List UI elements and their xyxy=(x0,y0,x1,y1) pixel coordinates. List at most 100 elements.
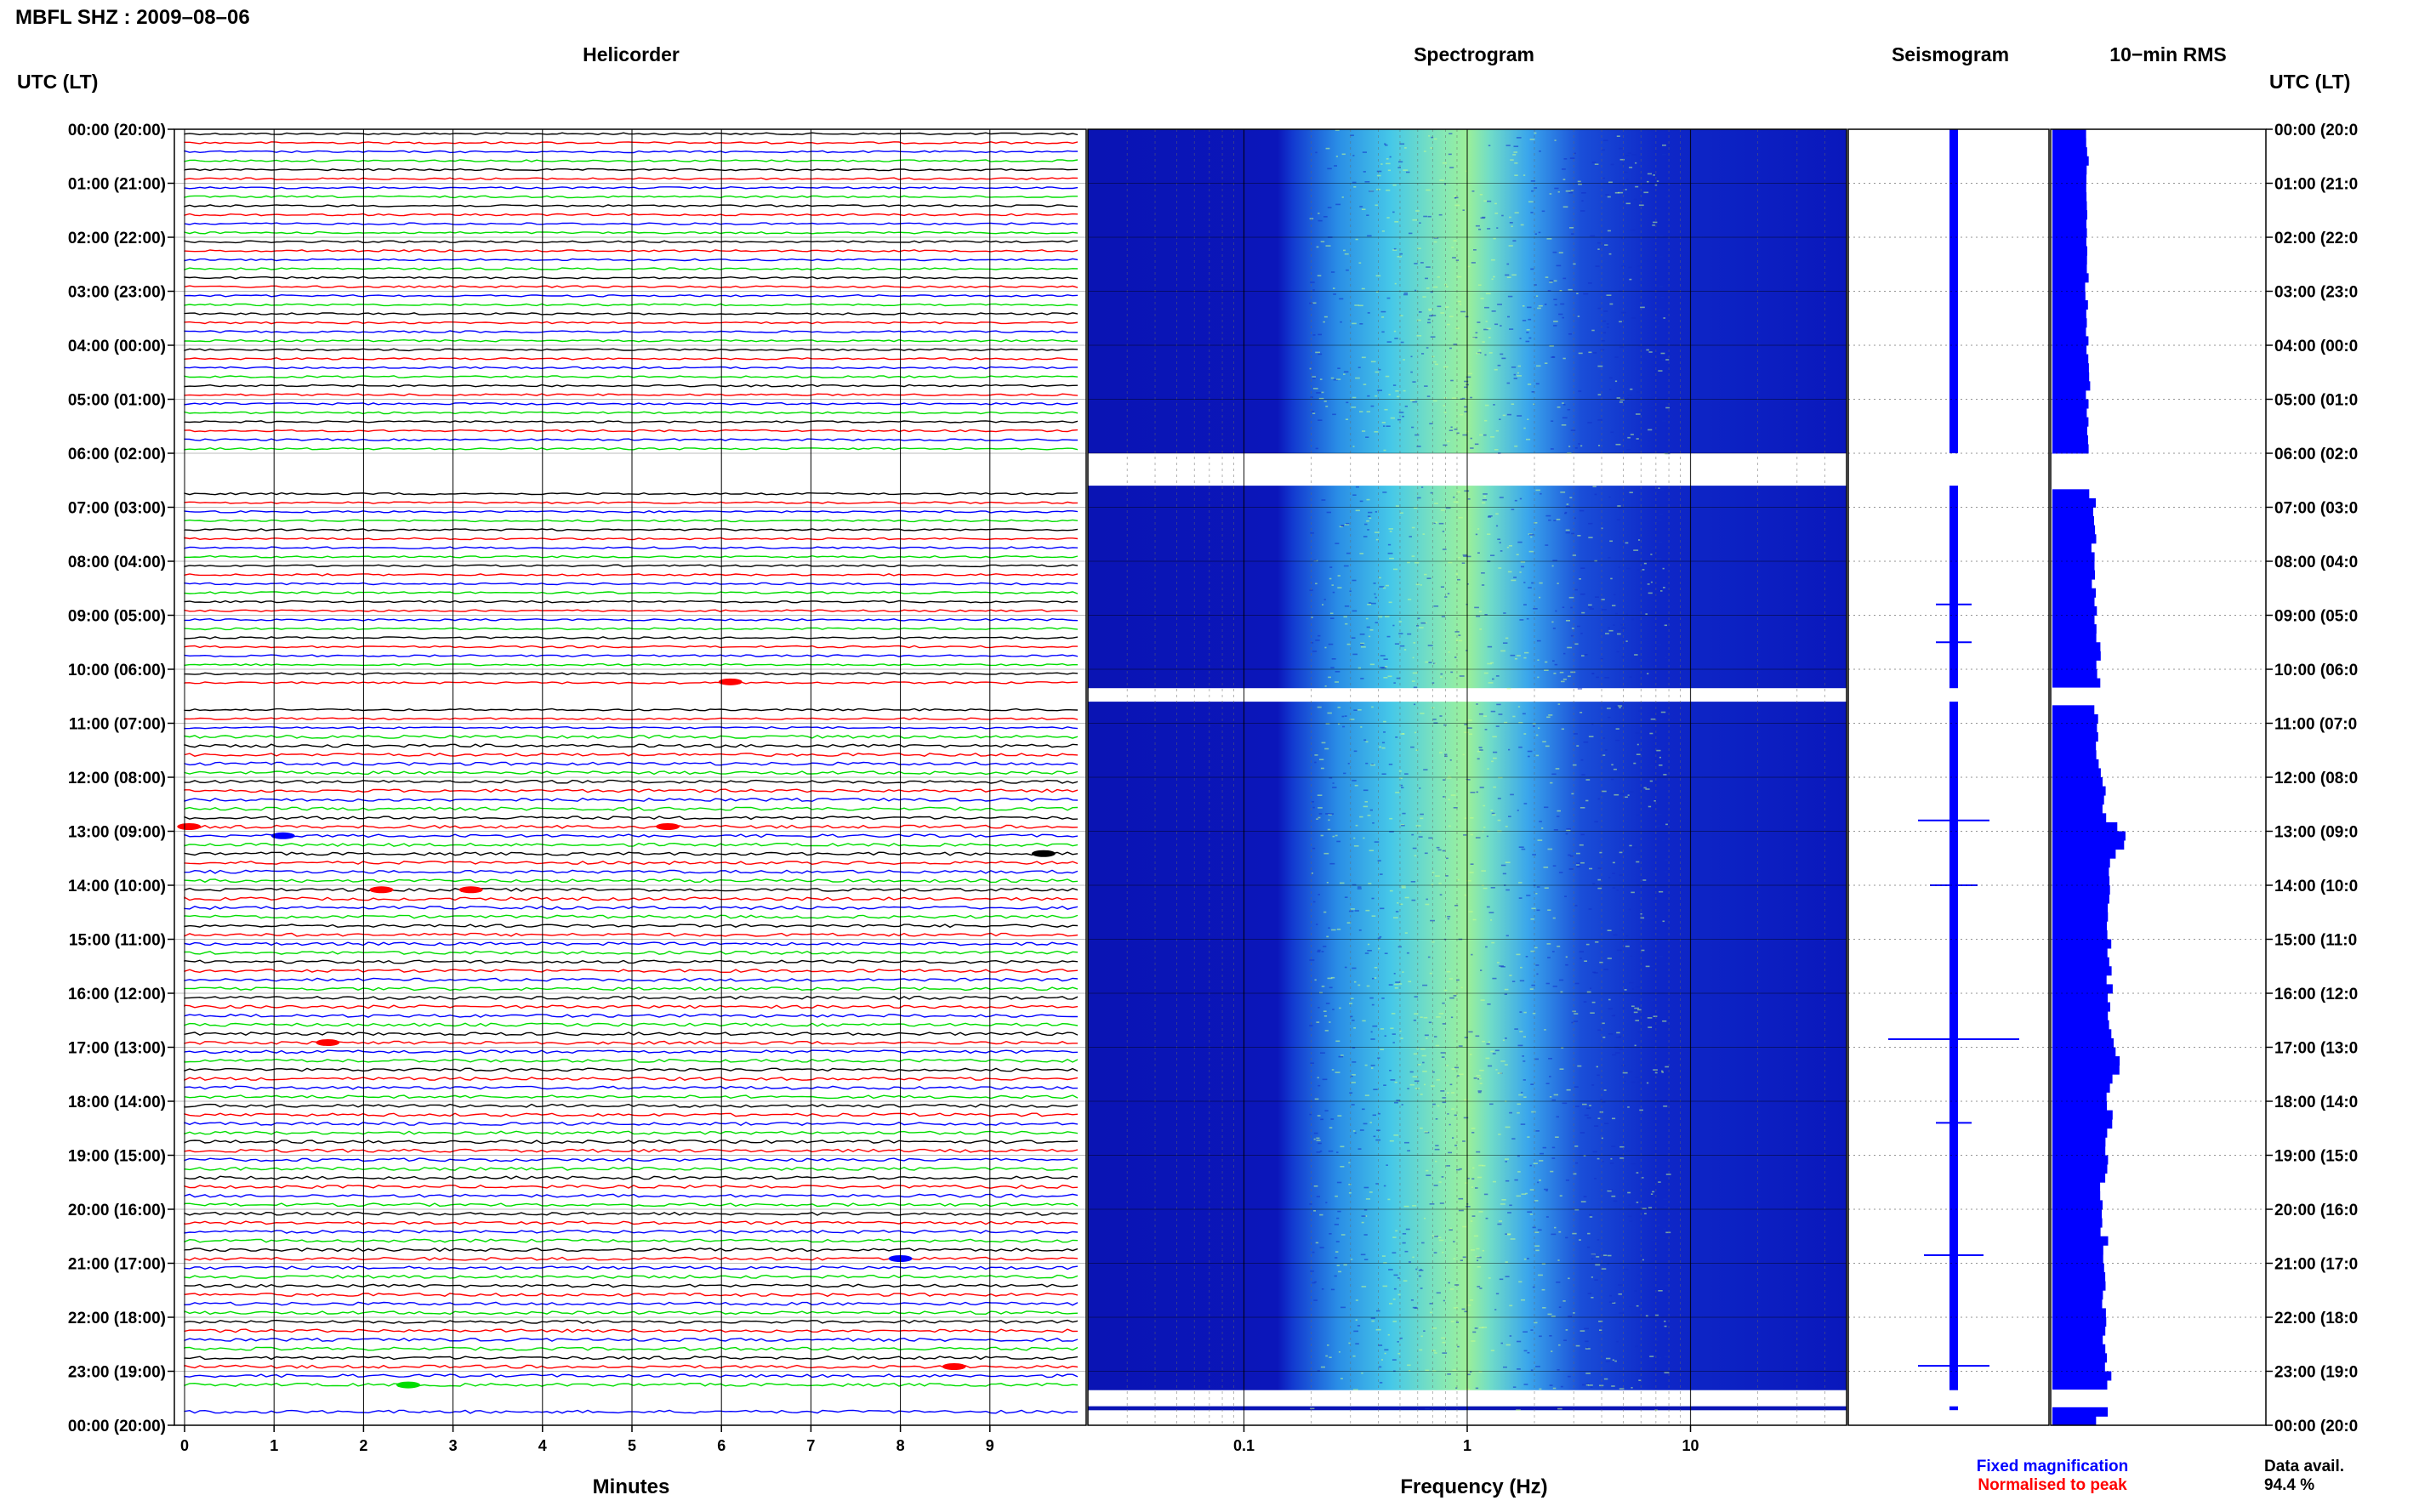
spectrogram-speckle xyxy=(1442,1352,1448,1354)
spectrogram-speckle xyxy=(1381,998,1385,999)
spectrogram-speckle xyxy=(1428,308,1432,310)
spectrogram-speckle xyxy=(1602,139,1608,141)
rms-bar xyxy=(2052,408,2087,418)
spectrogram-speckle xyxy=(1665,1231,1671,1234)
spectrogram-speckle xyxy=(1546,943,1551,945)
spectrogram-speckle xyxy=(1470,396,1472,399)
spectrogram-speckle xyxy=(1369,517,1372,520)
spectrogram-speckle xyxy=(1413,642,1416,644)
rms-bar xyxy=(2052,273,2089,283)
spectrogram-speckle xyxy=(1602,177,1605,179)
spectrogram-speckle xyxy=(1558,872,1563,873)
spectrogram-speckle xyxy=(1357,367,1361,368)
spectrogram-speckle xyxy=(1337,707,1341,708)
spectrogram-speckle xyxy=(1527,1351,1530,1354)
helicorder-trace xyxy=(184,492,1079,496)
spectrogram-speckle xyxy=(1511,274,1517,276)
spectrogram-speckle xyxy=(1309,589,1313,591)
spectrogram-speckle xyxy=(1487,200,1492,202)
rms-bar xyxy=(2052,858,2110,868)
spectrogram-speckle xyxy=(1435,1145,1439,1146)
spectrogram-speckle xyxy=(1473,1235,1478,1237)
spectrogram-speckle xyxy=(1435,1044,1440,1047)
helicorder-trace xyxy=(184,177,1079,181)
spectrogram-speckle xyxy=(1637,1031,1642,1033)
spectrogram-speckle xyxy=(1580,445,1583,447)
spectrogram-speckle xyxy=(1602,1254,1608,1256)
rms-bar xyxy=(2052,813,2107,823)
spectrogram-speckle xyxy=(1410,371,1413,373)
spectrogram-speckle xyxy=(1395,792,1400,793)
spectrogram-speckle xyxy=(1517,1111,1520,1114)
spectrogram-speckle xyxy=(1492,1180,1496,1183)
spectrogram-speckle xyxy=(1466,376,1471,378)
spectrogram-speckle xyxy=(1641,283,1643,285)
spectrogram-speckle xyxy=(1538,231,1541,234)
spectrogram-speckle xyxy=(1429,315,1433,317)
spectrogram-speckle xyxy=(1535,734,1539,736)
spectrogram-speckle xyxy=(1380,655,1386,657)
spectrogram-speckle xyxy=(1586,991,1591,993)
spectrogram-speckle xyxy=(1404,896,1409,899)
spectrogram-speckle xyxy=(1443,1299,1445,1302)
spectrogram-speckle xyxy=(1528,587,1532,588)
spectrogram-speckle xyxy=(1509,1204,1512,1207)
spectrogram-speckle xyxy=(1482,1327,1488,1328)
spectrogram-speckle xyxy=(1412,1076,1418,1077)
spectrogram-speckle xyxy=(1442,1097,1447,1099)
spectrogram-speckle xyxy=(1336,929,1341,930)
rms-bar xyxy=(2052,705,2095,715)
spectrogram-speckle xyxy=(1425,622,1427,624)
spectrogram-speckle xyxy=(1359,206,1363,207)
spectrogram-speckle xyxy=(1386,635,1391,638)
spectrogram-speckle xyxy=(1460,986,1463,989)
spectrogram-speckle xyxy=(1401,886,1406,889)
helicorder-trace xyxy=(184,878,1079,884)
spectrogram-speckle xyxy=(1393,247,1397,250)
spectrogram-speckle xyxy=(1482,1040,1486,1043)
spectrogram-speckle xyxy=(1338,1351,1340,1353)
spectrogram-speckle xyxy=(1320,1118,1323,1121)
spectrogram-speckle xyxy=(1648,592,1653,594)
spectrogram-speckle xyxy=(1562,606,1565,608)
spectrogram-speckle xyxy=(1363,1259,1369,1260)
spectrogram-speckle xyxy=(1323,911,1327,913)
helicorder-trace xyxy=(184,1049,1079,1054)
spectrogram-speckle xyxy=(1416,1048,1420,1050)
spectrogram-speckle xyxy=(1505,889,1510,891)
spectrogram-speckle xyxy=(1399,645,1405,647)
spectrogram-speckle xyxy=(1641,1130,1647,1133)
spectrogram-speckle xyxy=(1372,1025,1378,1027)
helicorder-trace xyxy=(184,1274,1079,1279)
spectrogram-speckle xyxy=(1327,712,1332,714)
spectrogram-speckle xyxy=(1566,503,1569,505)
spectrogram-speckle xyxy=(1464,731,1469,733)
spectrogram-speckle xyxy=(1659,256,1663,258)
spectrogram-speckle xyxy=(1418,1275,1421,1277)
spectrogram-speckle xyxy=(1517,415,1523,417)
spectrogram-speckle xyxy=(1603,1089,1607,1091)
spectrogram-speckle xyxy=(1421,1054,1426,1057)
spectrogram-speckle xyxy=(1451,247,1454,248)
spectrogram-speckle xyxy=(1553,298,1557,300)
spectrogram-speckle xyxy=(1430,492,1433,494)
spectrogram-speckle xyxy=(1394,282,1397,285)
spectrogram-speckle xyxy=(1352,780,1357,782)
helicorder-trace xyxy=(184,1238,1079,1243)
spectrogram-speckle xyxy=(1383,425,1386,427)
right-time-label: 12:00 (08:0 xyxy=(2274,770,2358,787)
spectrogram-speckle xyxy=(1370,1317,1375,1319)
spectrogram-speckle xyxy=(1352,322,1357,325)
spectrogram-speckle xyxy=(1319,1214,1323,1216)
spectrogram-speckle xyxy=(1383,677,1388,679)
spectrogram-speckle xyxy=(1504,988,1509,991)
spectrogram-speckle xyxy=(1360,678,1364,679)
right-time-label: 11:00 (07:0 xyxy=(2274,716,2357,734)
spectrogram-speckle xyxy=(1407,1150,1410,1151)
spectrogram-speckle xyxy=(1399,253,1403,255)
spectrogram-speckle xyxy=(1491,259,1495,261)
right-time-label: 18:00 (14:0 xyxy=(2274,1094,2358,1111)
spectrogram-speckle xyxy=(1521,1299,1525,1301)
spectrogram-speckle xyxy=(1329,862,1335,865)
spectrogram-speckle xyxy=(1634,654,1638,656)
